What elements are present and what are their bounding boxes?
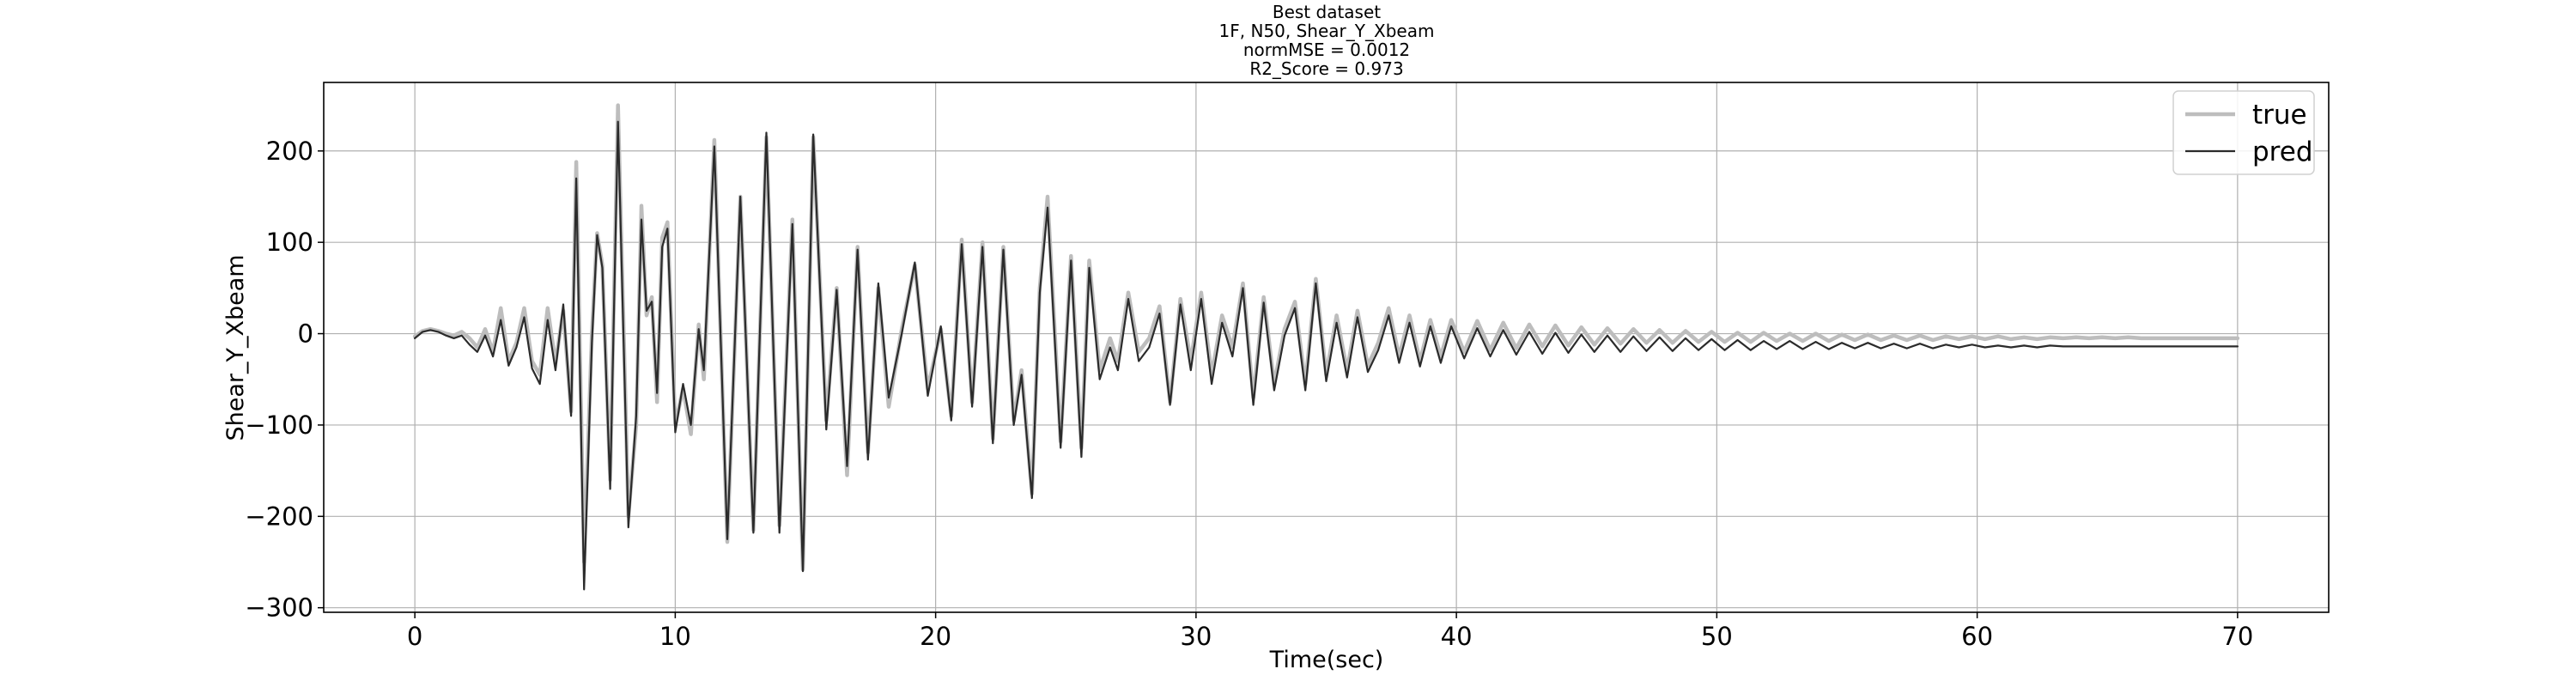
chart-title-line-1: Best dataset <box>1273 2 1381 22</box>
y-tick-label: 100 <box>266 228 313 257</box>
y-tick-label: −100 <box>245 410 313 440</box>
chart-title-line-2: 1F, N50, Shear_Y_Xbeam <box>1219 21 1435 41</box>
series-line-true <box>412 103 2240 572</box>
x-tick-label: 70 <box>2221 622 2253 651</box>
y-axis-label: Shear_Y_Xbeam <box>222 254 249 441</box>
plot-frame <box>323 82 2330 613</box>
x-tick-label: 10 <box>659 622 691 651</box>
series-line-pred <box>414 120 2239 591</box>
axis-ticks: 0 10 20 30 40 50 60 70 −300 −200 −100 0 100 200 <box>245 137 2253 651</box>
x-tick-label: 30 <box>1180 622 1212 651</box>
x-tick-label: 50 <box>1701 622 1733 651</box>
x-tick-label: 60 <box>1961 622 1993 651</box>
plot-series <box>412 103 2240 591</box>
x-tick-label: 0 <box>407 622 422 651</box>
legend-label-pred: pred <box>2252 137 2313 167</box>
legend-box <box>2172 90 2315 175</box>
legend-label-true: true <box>2252 100 2307 131</box>
x-tick-label: 40 <box>1441 622 1473 651</box>
x-axis-label: Time(sec) <box>1269 647 1384 673</box>
x-tick-label: 20 <box>920 622 951 651</box>
y-tick-label: 0 <box>298 319 313 349</box>
chart-title-line-4: R2_Score = 0.973 <box>1249 58 1403 79</box>
chart-title-line-3: normMSE = 0.0012 <box>1243 40 1410 60</box>
chart-title: Best dataset 1F, N50, Shear_Y_Xbeam norm… <box>1219 2 1435 79</box>
y-tick-label: −300 <box>245 593 313 623</box>
legend: true pred <box>2172 90 2315 175</box>
y-tick-label: 200 <box>266 137 313 166</box>
y-tick-label: −200 <box>245 502 313 531</box>
